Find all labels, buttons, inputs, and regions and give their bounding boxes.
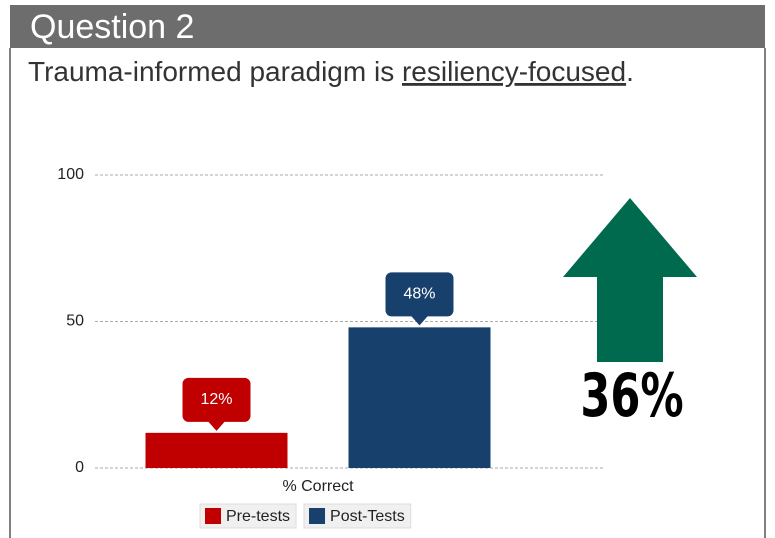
bar [145, 432, 288, 468]
callout-box [385, 272, 454, 326]
legend-label: Post-Tests [330, 508, 405, 525]
subtitle-end: . [626, 56, 634, 87]
subtitle-emphasis: resiliency-focused [402, 56, 626, 87]
header-bar [10, 5, 765, 48]
legend-item: Pre-tests [199, 503, 297, 529]
subtitle-text: Trauma-informed paradigm is [28, 56, 402, 87]
y-tick-label: 100 [57, 166, 84, 183]
legend-label: Pre-tests [226, 508, 290, 525]
legend-swatch [309, 508, 326, 524]
legend-item: Post-Tests [303, 503, 412, 529]
slide-title: Question 2 [30, 8, 194, 46]
up-arrow [563, 198, 697, 362]
annotation: 36% [580, 361, 683, 431]
legend-swatch [205, 508, 221, 524]
y-tick-label: 0 [75, 459, 84, 476]
data-label: 12% [200, 391, 232, 408]
y-tick-label: 50 [66, 313, 84, 330]
data-label: 48% [403, 286, 435, 303]
slide-subtitle: Trauma-informed paradigm is resiliency-f… [28, 56, 634, 87]
x-tick-label: % Correct [282, 478, 354, 495]
bar [348, 327, 491, 468]
callout-box [182, 377, 251, 431]
